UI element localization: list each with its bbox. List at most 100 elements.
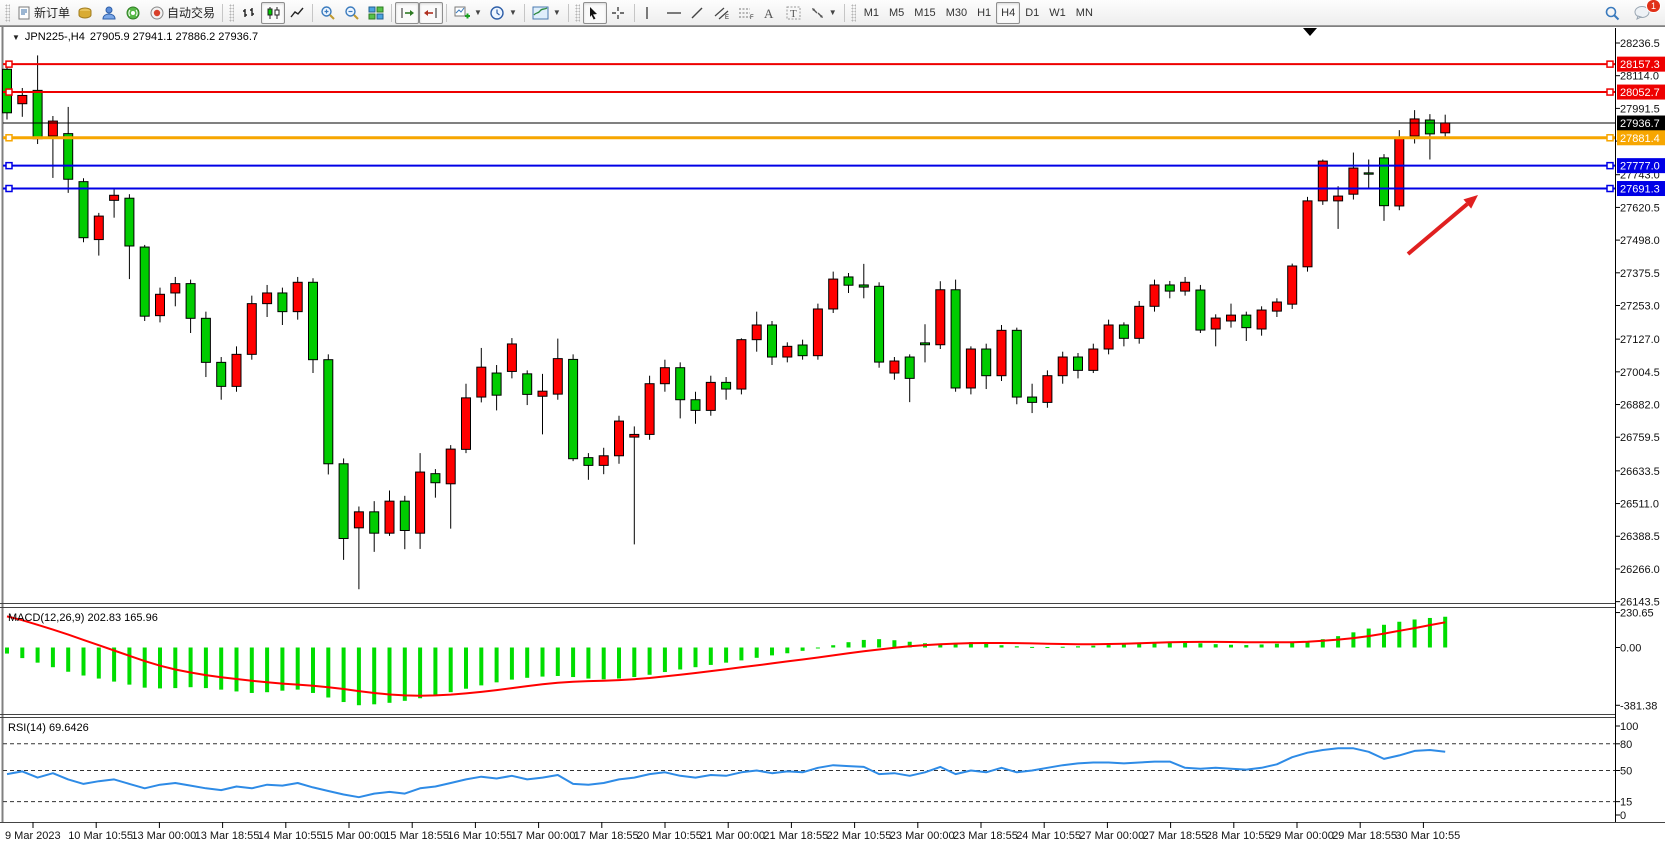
candle-33 <box>506 343 517 372</box>
annotation-arrow-shaft[interactable] <box>1406 202 1469 256</box>
timeframe-button-mn[interactable]: MN <box>1071 2 1098 24</box>
candle-23 <box>353 511 364 529</box>
timeframe-button-m5[interactable]: M5 <box>884 2 909 24</box>
timeframe-button-m1[interactable]: M1 <box>859 2 884 24</box>
candle-15 <box>231 353 242 387</box>
time-label-5: 15 Mar 00:00 <box>321 830 386 842</box>
auto-trading-button[interactable]: 自动交易 <box>146 2 219 24</box>
time-label-18: 27 Mar 18:55 <box>1143 830 1208 842</box>
time-label-4: 14 Mar 10:55 <box>258 830 323 842</box>
gold-stack-button[interactable] <box>74 2 98 24</box>
hline-handle-27881.4-0[interactable] <box>5 134 13 142</box>
candle-94 <box>1440 122 1451 134</box>
bar-chart-button[interactable] <box>237 2 261 24</box>
text-label-button[interactable]: T <box>782 2 806 24</box>
zoom-out-button[interactable] <box>340 2 364 24</box>
time-label-14: 23 Mar 00:00 <box>890 830 955 842</box>
vertical-line-button[interactable] <box>638 2 662 24</box>
templates-dropdown[interactable]: ▼ <box>552 8 561 17</box>
add-indicator-dropdown[interactable]: ▼ <box>474 8 482 17</box>
toolbar: 新订单 自动交易 <box>0 0 1665 26</box>
candle-11 <box>170 283 181 294</box>
candle-2 <box>32 89 43 140</box>
timeframe-group: M1 M5 M15 M30 H1 H4 D1 W1 MN <box>859 1 1098 24</box>
search-button[interactable] <box>1600 2 1624 24</box>
price-tick-label: 27253.0 <box>1620 301 1660 313</box>
candle-92 <box>1409 118 1420 137</box>
notifications-button[interactable]: 1 <box>1630 0 1661 24</box>
candle-58 <box>889 360 900 374</box>
equidistant-channel-icon: E <box>714 7 729 20</box>
timeframe-button-h1[interactable]: H1 <box>972 2 996 24</box>
trendline-button[interactable] <box>686 2 710 24</box>
svg-text:T: T <box>790 8 797 20</box>
candle-14 <box>216 361 227 387</box>
macd-histogram <box>5 616 1448 706</box>
candle-40 <box>614 420 624 457</box>
hline-handle-28157.3-1[interactable] <box>1606 60 1614 68</box>
time-label-22: 30 Mar 10:55 <box>1395 830 1460 842</box>
hline-handle-28052.7-1[interactable] <box>1606 88 1614 96</box>
timeframe-button-m30[interactable]: M30 <box>941 2 972 24</box>
cursor-button[interactable] <box>582 1 607 24</box>
templates-icon <box>532 6 549 19</box>
bar-position-marker[interactable] <box>1303 28 1317 36</box>
chart-shift-button[interactable] <box>419 1 444 24</box>
channel-button[interactable]: E <box>710 2 734 24</box>
time-label-16: 24 Mar 10:55 <box>1016 830 1081 842</box>
auto-scroll-button[interactable] <box>395 1 420 24</box>
chart-title: ▼ JPN225-,H4 27905.9 27941.1 27886.2 279… <box>12 31 258 43</box>
price-tick-label: 26882.0 <box>1620 400 1660 412</box>
annotation-arrow-head[interactable] <box>1463 195 1478 209</box>
time-label-13: 22 Mar 10:55 <box>827 830 892 842</box>
price-tick-label: 27620.5 <box>1620 202 1660 214</box>
crosshair-button[interactable] <box>607 2 631 24</box>
chart-dropdown-icon[interactable]: ▼ <box>12 32 20 42</box>
auto-scroll-icon <box>401 7 415 18</box>
tile-windows-button[interactable] <box>364 2 388 24</box>
arrows-dropdown[interactable]: ▼ <box>828 8 837 17</box>
new-order-button[interactable]: 新订单 <box>13 2 74 24</box>
signals-button[interactable] <box>122 2 146 24</box>
line-chart-button[interactable] <box>285 2 309 24</box>
fibonacci-button[interactable]: F <box>734 2 758 24</box>
text-button[interactable]: A <box>758 2 782 24</box>
price-tick-label: 27375.5 <box>1620 268 1660 280</box>
arrows-button[interactable]: ▼ <box>806 2 841 24</box>
templates-button[interactable]: ▼ <box>528 2 565 24</box>
timeframe-button-m15[interactable]: M15 <box>909 2 940 24</box>
hline-handle-27777.0-1[interactable] <box>1606 161 1614 170</box>
hline-price-label: 28052.7 <box>1620 87 1660 99</box>
hline-handle-27691.3-0[interactable] <box>5 184 13 193</box>
add-indicator-icon <box>454 6 471 18</box>
timeframe-button-h4[interactable]: H4 <box>996 1 1021 24</box>
zoom-in-button[interactable] <box>316 2 340 24</box>
candle-47 <box>721 381 732 390</box>
periods-dropdown[interactable]: ▼ <box>508 8 517 17</box>
hline-handle-28052.7-0[interactable] <box>5 88 13 96</box>
candle-49 <box>751 324 762 341</box>
hline-handle-27777.0-0[interactable] <box>5 161 13 170</box>
timeframe-button-w1[interactable]: W1 <box>1044 2 1071 24</box>
periods-button[interactable]: ▼ <box>486 2 521 24</box>
hline-price-box-28157.3 <box>1617 56 1665 72</box>
time-label-3: 13 Mar 18:55 <box>195 830 260 842</box>
add-indicator-button[interactable]: ▼ <box>450 2 486 24</box>
hline-price-label: 27777.0 <box>1620 161 1660 173</box>
candle-72 <box>1103 324 1114 350</box>
hline-handle-27691.3-1[interactable] <box>1606 184 1614 193</box>
horizontal-line-button[interactable] <box>662 2 686 24</box>
time-label-1: 10 Mar 10:55 <box>68 830 133 842</box>
time-label-2: 13 Mar 00:00 <box>131 830 196 842</box>
candle-54 <box>828 278 839 310</box>
toolbar-grip[interactable] <box>5 3 10 22</box>
candlestick-chart-button[interactable] <box>261 1 286 24</box>
price-tick-label: 26266.0 <box>1620 564 1660 576</box>
candle-60 <box>920 342 930 346</box>
hline-handle-27881.4-1[interactable] <box>1606 134 1614 142</box>
hline-handle-28157.3-0[interactable] <box>5 60 13 68</box>
timeframe-button-d1[interactable]: D1 <box>1020 2 1044 24</box>
support-button[interactable] <box>98 2 122 24</box>
candle-75 <box>1149 284 1160 307</box>
